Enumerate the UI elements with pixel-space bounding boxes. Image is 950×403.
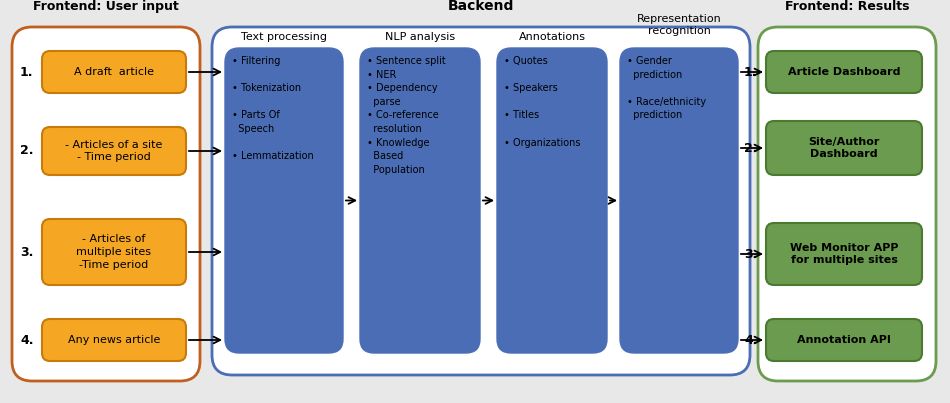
FancyBboxPatch shape [766,223,922,285]
Text: - Articles of
multiple sites
-Time period: - Articles of multiple sites -Time perio… [77,234,151,270]
Text: NLP analysis: NLP analysis [385,32,455,42]
Text: • Filtering

• Tokenization

• Parts Of
  Speech

• Lemmatization: • Filtering • Tokenization • Parts Of Sp… [232,56,314,161]
Text: 3.: 3. [744,247,757,260]
Text: - Articles of a site
- Time period: - Articles of a site - Time period [66,139,162,162]
Text: • Quotes

• Speakers

• Titles

• Organizations: • Quotes • Speakers • Titles • Organizat… [504,56,580,147]
Text: Representation
recognition: Representation recognition [636,14,721,36]
Text: A draft  article: A draft article [74,67,154,77]
FancyBboxPatch shape [42,219,186,285]
FancyBboxPatch shape [360,48,480,353]
Text: Annotations: Annotations [519,32,585,42]
FancyBboxPatch shape [42,319,186,361]
FancyBboxPatch shape [766,319,922,361]
FancyBboxPatch shape [766,51,922,93]
Text: • Sentence split
• NER
• Dependency
  parse
• Co-reference
  resolution
• Knowle: • Sentence split • NER • Dependency pars… [367,56,446,175]
Text: Site/Author
Dashboard: Site/Author Dashboard [808,137,880,160]
Text: 4.: 4. [744,334,757,347]
FancyBboxPatch shape [497,48,607,353]
Text: • Gender
  prediction

• Race/ethnicity
  prediction: • Gender prediction • Race/ethnicity pre… [627,56,706,120]
Text: Text processing: Text processing [241,32,327,42]
FancyBboxPatch shape [766,121,922,175]
Text: Any news article: Any news article [67,335,161,345]
Text: Annotation API: Annotation API [797,335,891,345]
FancyBboxPatch shape [212,27,750,375]
Text: Web Monitor APP
for multiple sites: Web Monitor APP for multiple sites [789,243,899,266]
Text: 4.: 4. [20,334,33,347]
FancyBboxPatch shape [12,27,200,381]
Text: Frontend: Results: Frontend: Results [785,0,909,13]
Text: Article Dashboard: Article Dashboard [788,67,901,77]
Text: 1.: 1. [744,66,757,79]
Text: 1.: 1. [20,66,33,79]
FancyBboxPatch shape [620,48,738,353]
FancyBboxPatch shape [42,51,186,93]
Text: 2.: 2. [20,145,33,158]
FancyBboxPatch shape [758,27,936,381]
Text: Frontend: User input: Frontend: User input [33,0,179,13]
Text: 3.: 3. [20,245,33,258]
FancyBboxPatch shape [225,48,343,353]
Text: Backend: Backend [447,0,514,13]
FancyBboxPatch shape [42,127,186,175]
Text: 2.: 2. [744,141,757,154]
